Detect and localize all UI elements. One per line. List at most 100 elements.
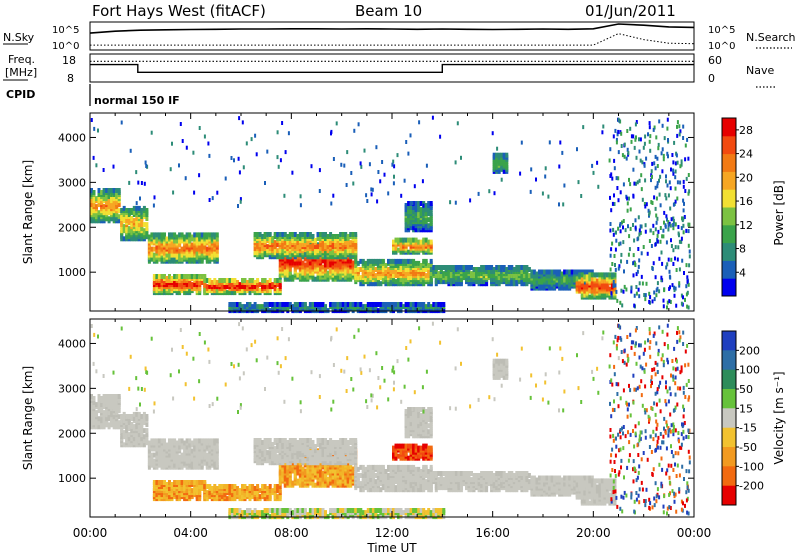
power-cell	[331, 254, 335, 260]
velocity-cell	[198, 464, 202, 470]
power-cell	[298, 272, 302, 278]
power-cell	[555, 269, 559, 275]
power-cell	[588, 286, 592, 292]
power-cell	[611, 201, 614, 206]
power-cell	[667, 220, 670, 225]
power-cell	[548, 269, 551, 275]
velocity-cell	[122, 430, 126, 436]
power-cell	[334, 274, 338, 280]
power-cell	[505, 152, 509, 158]
velocity-cell	[125, 420, 129, 425]
power-cell	[157, 240, 161, 246]
search-noise-line	[90, 33, 695, 46]
power-cell	[165, 276, 169, 281]
power-cell	[500, 265, 504, 270]
power-cell	[301, 302, 305, 307]
power-cell	[163, 232, 166, 238]
power-cell	[592, 170, 595, 175]
power-cell	[672, 219, 675, 223]
power-cell	[170, 232, 174, 238]
power-cell	[645, 156, 648, 161]
power-cell	[142, 205, 146, 211]
velocity-cell	[145, 438, 149, 444]
power-cell	[663, 288, 666, 293]
power-cell	[112, 164, 115, 169]
power-cell	[102, 188, 106, 193]
power-cell	[135, 236, 139, 242]
power-cell	[155, 286, 159, 292]
power-cell	[271, 302, 275, 307]
velocity-cell	[210, 486, 214, 491]
nave-tick-top: 60	[708, 54, 722, 67]
power-cell	[122, 205, 126, 211]
power-heatmap-cells	[90, 115, 691, 314]
station-title: Fort Hays West (fitACF)	[92, 2, 266, 20]
power-cell	[619, 222, 622, 226]
power-cell	[95, 204, 98, 210]
power-cell	[644, 204, 647, 209]
power-cell	[649, 228, 652, 233]
power-cell	[107, 216, 111, 222]
power-cell	[180, 246, 184, 252]
power-colorbar-tick-label: 8	[739, 243, 746, 256]
power-cell	[417, 260, 421, 266]
power-cell	[376, 302, 380, 307]
power-cell	[660, 275, 663, 280]
power-cell	[400, 193, 403, 198]
power-cell	[168, 274, 171, 279]
velocity-cell	[230, 484, 234, 489]
velocity-cell	[180, 462, 184, 468]
power-cell	[366, 271, 370, 277]
power-cell	[687, 173, 690, 177]
power-cell	[157, 232, 161, 238]
power-cell	[684, 297, 686, 302]
power-cell	[669, 223, 672, 228]
power-cell	[155, 238, 159, 244]
power-cell	[213, 278, 217, 283]
power-cell	[662, 304, 665, 309]
velocity-cell	[105, 394, 109, 399]
power-cell	[603, 278, 607, 284]
power-cell	[687, 305, 690, 310]
power-cell	[520, 265, 524, 270]
power-cell	[658, 289, 661, 294]
velocity-cell	[218, 484, 222, 489]
power-cell	[427, 263, 431, 268]
velocity-cell	[137, 428, 141, 434]
power-cell	[648, 139, 651, 144]
velocity-cell	[142, 428, 146, 434]
power-cell	[361, 304, 365, 310]
power-cell	[611, 262, 614, 266]
velocity-cell	[112, 418, 116, 424]
power-cell	[487, 265, 491, 270]
power-cell	[340, 162, 343, 167]
power-cell	[298, 306, 302, 312]
power-cell	[613, 158, 616, 163]
power-cell	[172, 190, 175, 195]
power-cell	[203, 232, 207, 238]
power-cell	[558, 202, 560, 207]
power-cell	[687, 156, 690, 161]
power-cell	[663, 136, 666, 141]
power-cell	[261, 234, 265, 239]
power-cell	[381, 160, 384, 164]
power-cell	[326, 234, 330, 239]
power-cell	[374, 281, 378, 287]
power-cell	[178, 238, 182, 244]
velocity-cell	[155, 450, 159, 456]
power-colorbar-tick-label: 4	[739, 266, 746, 279]
velocity-cell	[165, 458, 169, 464]
power-cell	[666, 183, 669, 188]
power-cell	[467, 265, 471, 270]
velocity-cell	[183, 484, 187, 489]
power-cell	[248, 290, 252, 296]
power-cell	[303, 262, 307, 268]
power-cell	[273, 250, 277, 256]
power-cell	[371, 302, 375, 307]
power-cell	[635, 272, 638, 277]
power-cell	[670, 167, 672, 172]
power-cell	[399, 265, 403, 270]
power-cell	[651, 161, 654, 166]
power-cell	[308, 302, 312, 307]
power-cell	[417, 302, 421, 307]
